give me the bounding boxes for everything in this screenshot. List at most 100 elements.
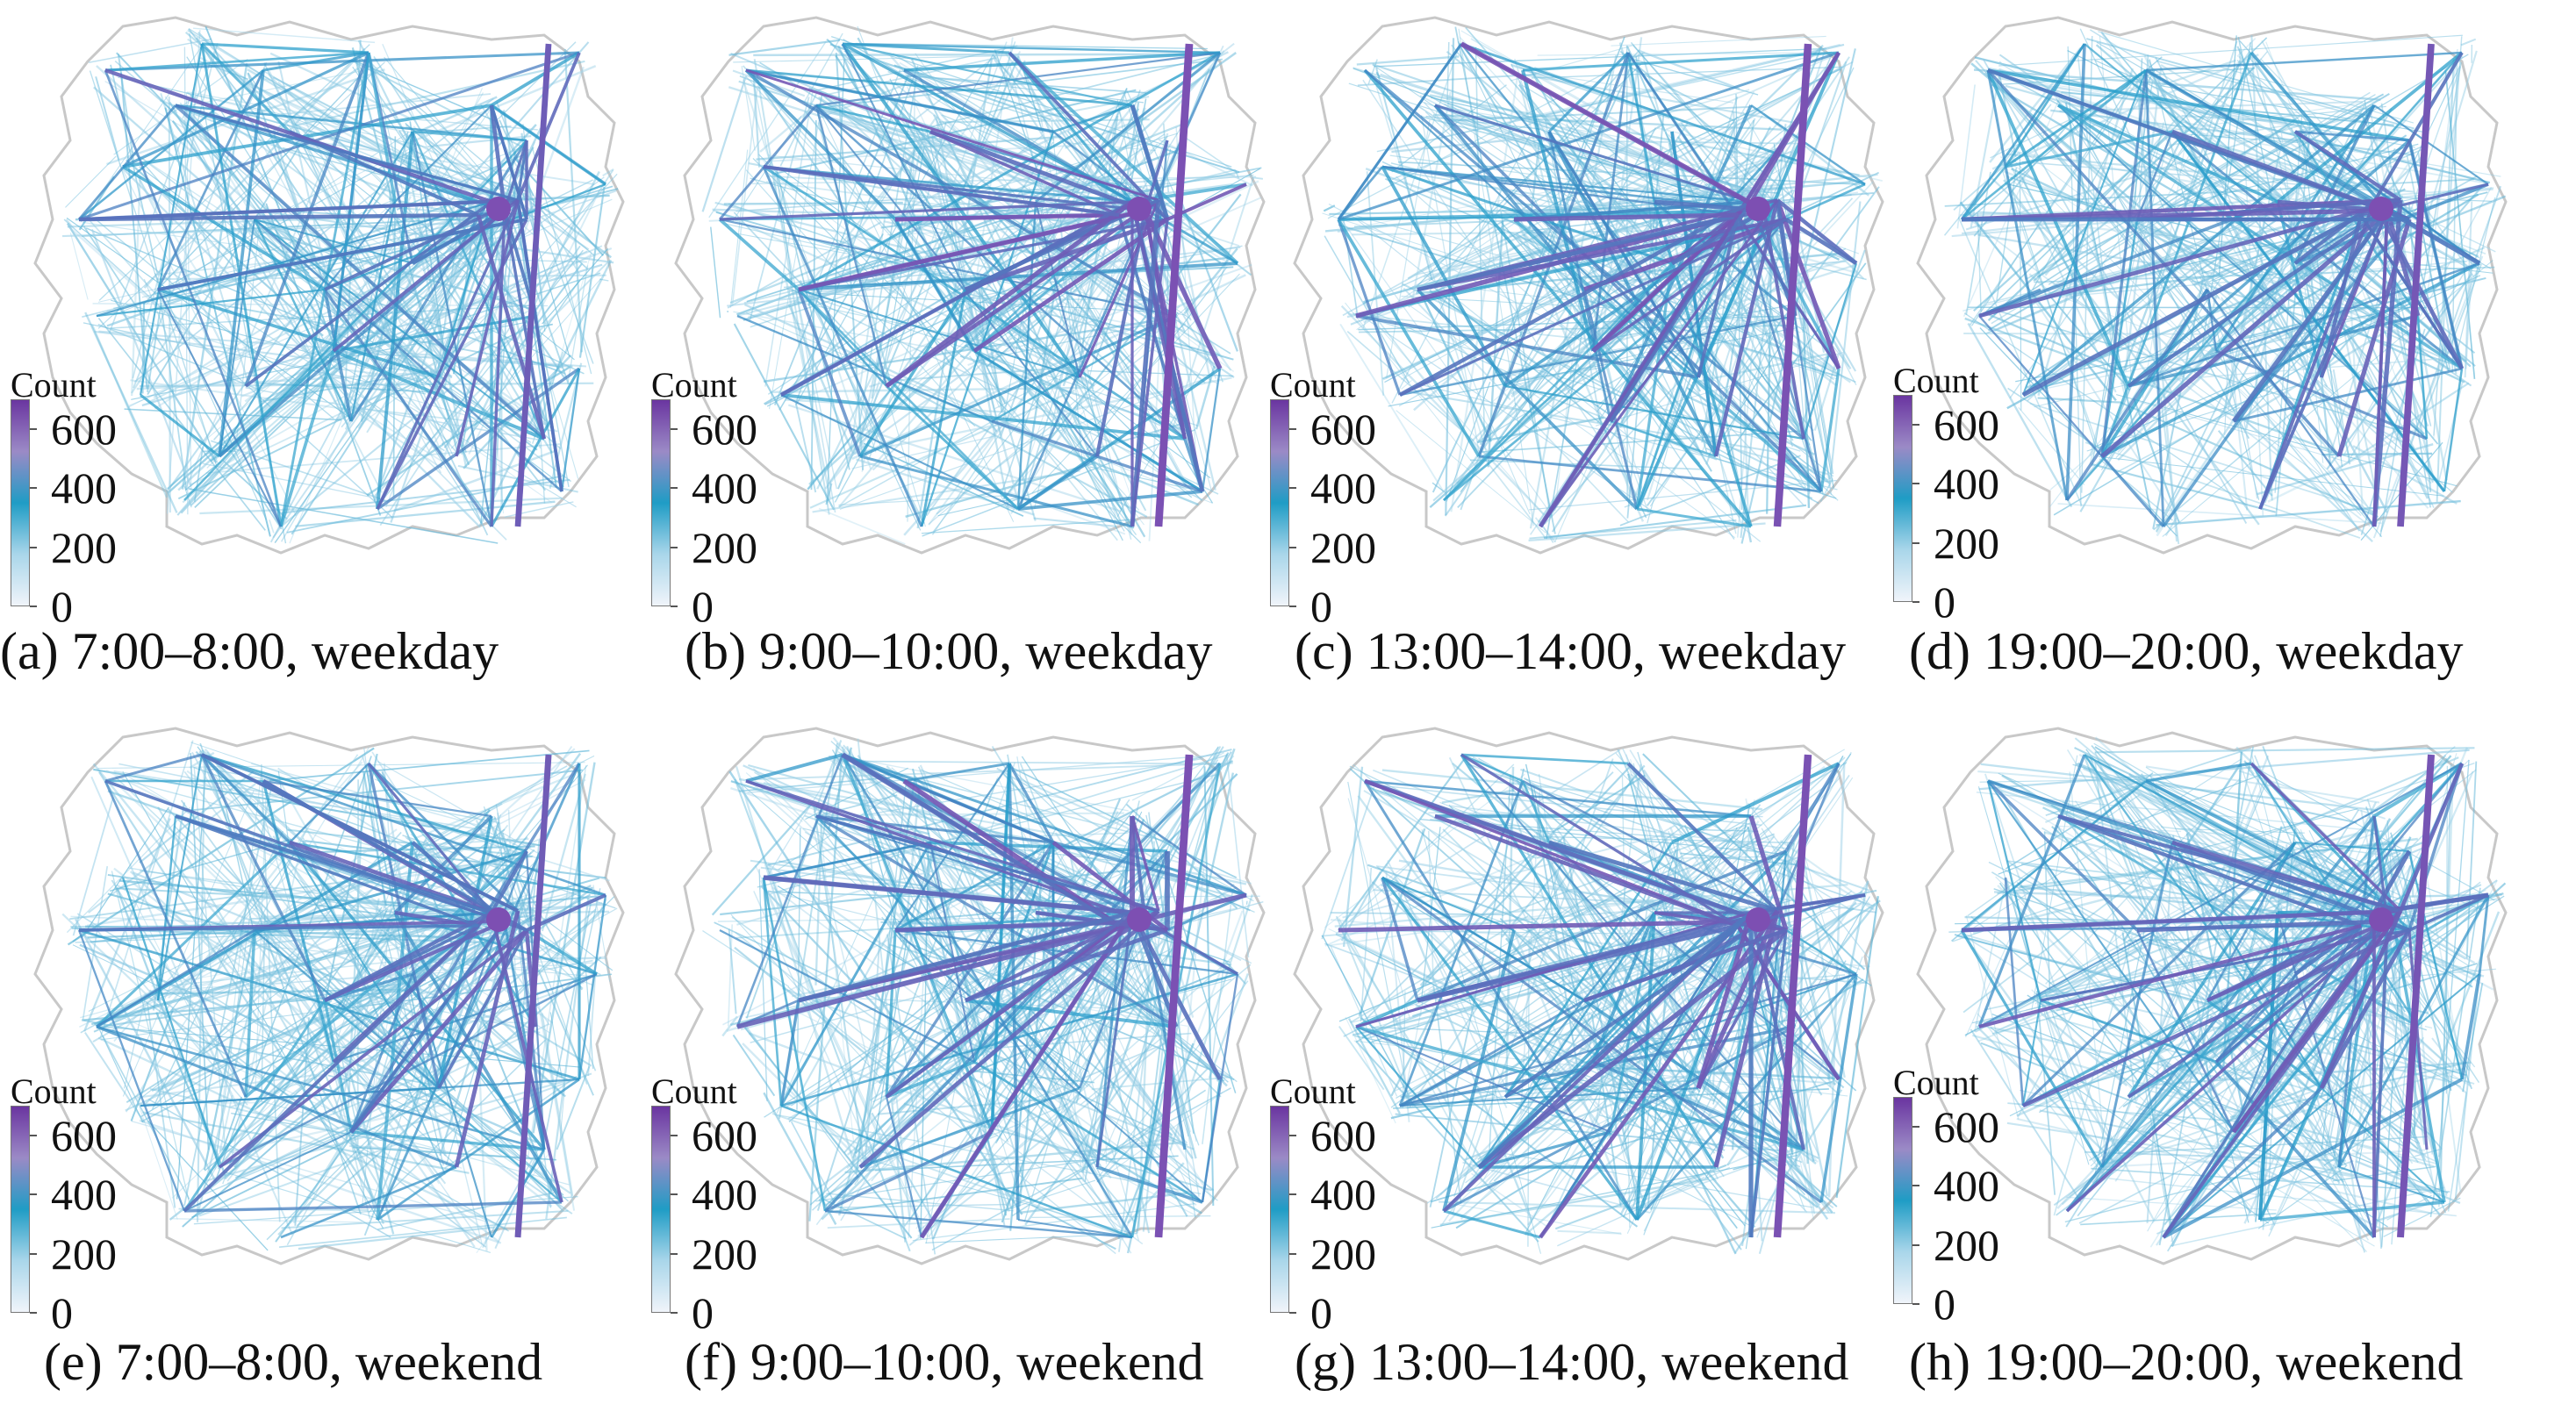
legend-tick-label: 0 [1934,577,1955,627]
flow-line-weak [1552,774,1646,834]
flow-line-weak [1508,366,1603,383]
flow-line-weak [824,92,1166,327]
flow-line-weak [244,197,519,403]
flow-line-weak [808,756,843,1222]
flow-line-weak [2368,816,2426,1145]
flow-line-weak [817,804,859,1184]
flow-line-weak [701,75,747,212]
flow-line-weak [1799,1020,1809,1164]
flow-line-medium [2022,69,2147,396]
flow-line-weak [154,201,477,410]
flow-line-weak [1081,906,1144,1164]
flow-line-weak [2151,86,2496,253]
flow-line-strong [894,920,1146,932]
flow-line-strong [1775,199,1841,369]
flow-line-medium [718,218,800,291]
legend-tick-label: 200 [51,522,117,572]
flow-line-weak [708,40,827,219]
flow-line-weak [764,203,1104,405]
flow-line-medium [1096,1165,1203,1204]
flow-line-medium [1819,368,1841,492]
flow-line-weak [749,97,810,322]
flow-line-weak [711,803,812,916]
flow-line-weak [541,1013,574,1197]
flow-line-weak [75,918,217,1182]
flow-line-weak [130,1008,175,1121]
flow-line-weak [1529,54,1618,529]
flow-line-weak [891,226,1151,394]
flow-line-weak [1986,75,2383,538]
legend-colorbar [651,1106,671,1313]
flow-line-weak [2447,1092,2467,1212]
flow-line-weak [1119,929,1200,1146]
flow-line-medium [762,166,923,527]
legend-tick-label: 600 [51,404,117,454]
flow-line-weak [2465,761,2478,959]
flow-line-weak [2431,1037,2472,1087]
flow-line-weak [269,275,415,543]
flow-line-medium [2407,850,2464,1080]
legend-tick-label: 200 [1310,522,1376,572]
color-legend: Count 600 400 200 0 [1270,1071,1446,1335]
flow-line-weak [1632,58,1759,96]
flow-line-weak [99,740,194,1038]
flow-map [33,727,625,1265]
flow-line-medium [289,841,606,897]
legend-title: Count [651,365,737,405]
flow-line-medium [175,104,506,212]
legend-tick-label: 600 [692,1110,757,1160]
flow-line-weak [1970,75,2138,326]
flow-line-strong [1697,214,1740,378]
flow-line-weak [110,64,158,273]
flow-line-weak [2089,135,2171,456]
flow-line-weak [2460,38,2477,47]
flow-line-medium [288,841,546,1151]
flow-line-medium [262,779,492,818]
flow-line-weak [171,120,348,355]
flow-line-weak [951,999,980,1016]
flow-line-weak [917,1096,1082,1232]
flow-line-strong [779,199,1134,398]
flow-line-weak [2302,829,2383,859]
flow-line-weak [1095,462,1144,526]
flow-line-strong [763,875,1133,915]
flow-line-medium [1364,69,1699,378]
flow-line-weak [136,1098,178,1220]
flow-line-medium [903,762,1010,783]
flow-line-medium [2407,763,2464,931]
flow-line-weak [2360,809,2436,1188]
flow-line-weak [1701,439,1829,476]
flow-line-weak [133,97,494,383]
flow-line-weak [152,802,186,1011]
flow-line-weak [2153,211,2221,299]
flow-line-weak [2415,1148,2443,1157]
flow-line-medium [1201,973,1239,1203]
flow-line-weak [382,43,463,230]
flow-line-strong [1143,209,1223,370]
flow-line-weak [2034,362,2217,408]
flow-line-weak [2094,930,2145,1174]
legend-tick-label: 400 [692,463,757,513]
legend-tick-mark [30,606,37,607]
flow-line-medium [2250,763,2420,1028]
flow-line-weak [88,38,212,63]
flow-line-weak [1747,802,1870,960]
flow-line-weak [298,1226,495,1250]
flow-line-weak [98,44,370,301]
flow-line-weak [90,877,600,1026]
flow-line-weak [2238,770,2386,820]
flow-line-weak [733,311,959,354]
flow-line-weak [164,107,271,537]
flow-line-medium [183,140,527,501]
flow-line-weak [752,157,1142,544]
flow-line-weak [1963,312,2247,505]
flow-line-medium [762,877,783,1107]
legend-tick-mark [1289,1252,1296,1255]
flow-line-weak [1448,804,1806,1196]
flow-line-weak [67,747,375,946]
flow-line-weak [1539,827,1639,1209]
flow-line-weak [1367,863,1659,969]
flow-line-strong [1144,140,1169,211]
legend-tick-mark [1289,1193,1296,1196]
flow-line-strong [78,200,492,221]
